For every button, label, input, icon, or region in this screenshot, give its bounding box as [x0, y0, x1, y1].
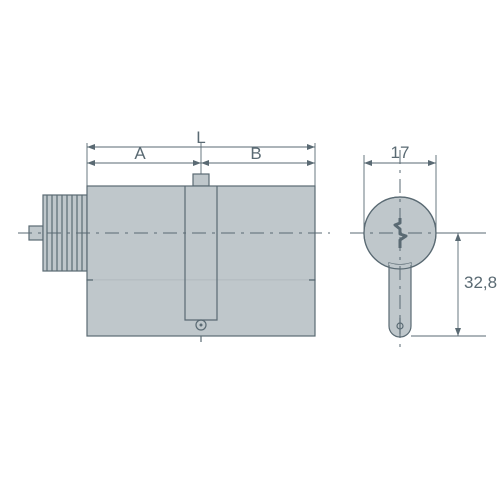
cylinder-lower-body	[87, 280, 315, 336]
label-17: 17	[391, 143, 410, 162]
label-B: B	[250, 144, 261, 163]
cam-tab	[193, 174, 209, 186]
label-A: A	[134, 144, 146, 163]
label-328: 32,8	[464, 273, 497, 292]
profile-view: 17 32,8	[350, 143, 497, 350]
label-L: L	[196, 128, 205, 147]
cylinder-lock-diagram: A L B 17 32,8	[0, 0, 504, 504]
